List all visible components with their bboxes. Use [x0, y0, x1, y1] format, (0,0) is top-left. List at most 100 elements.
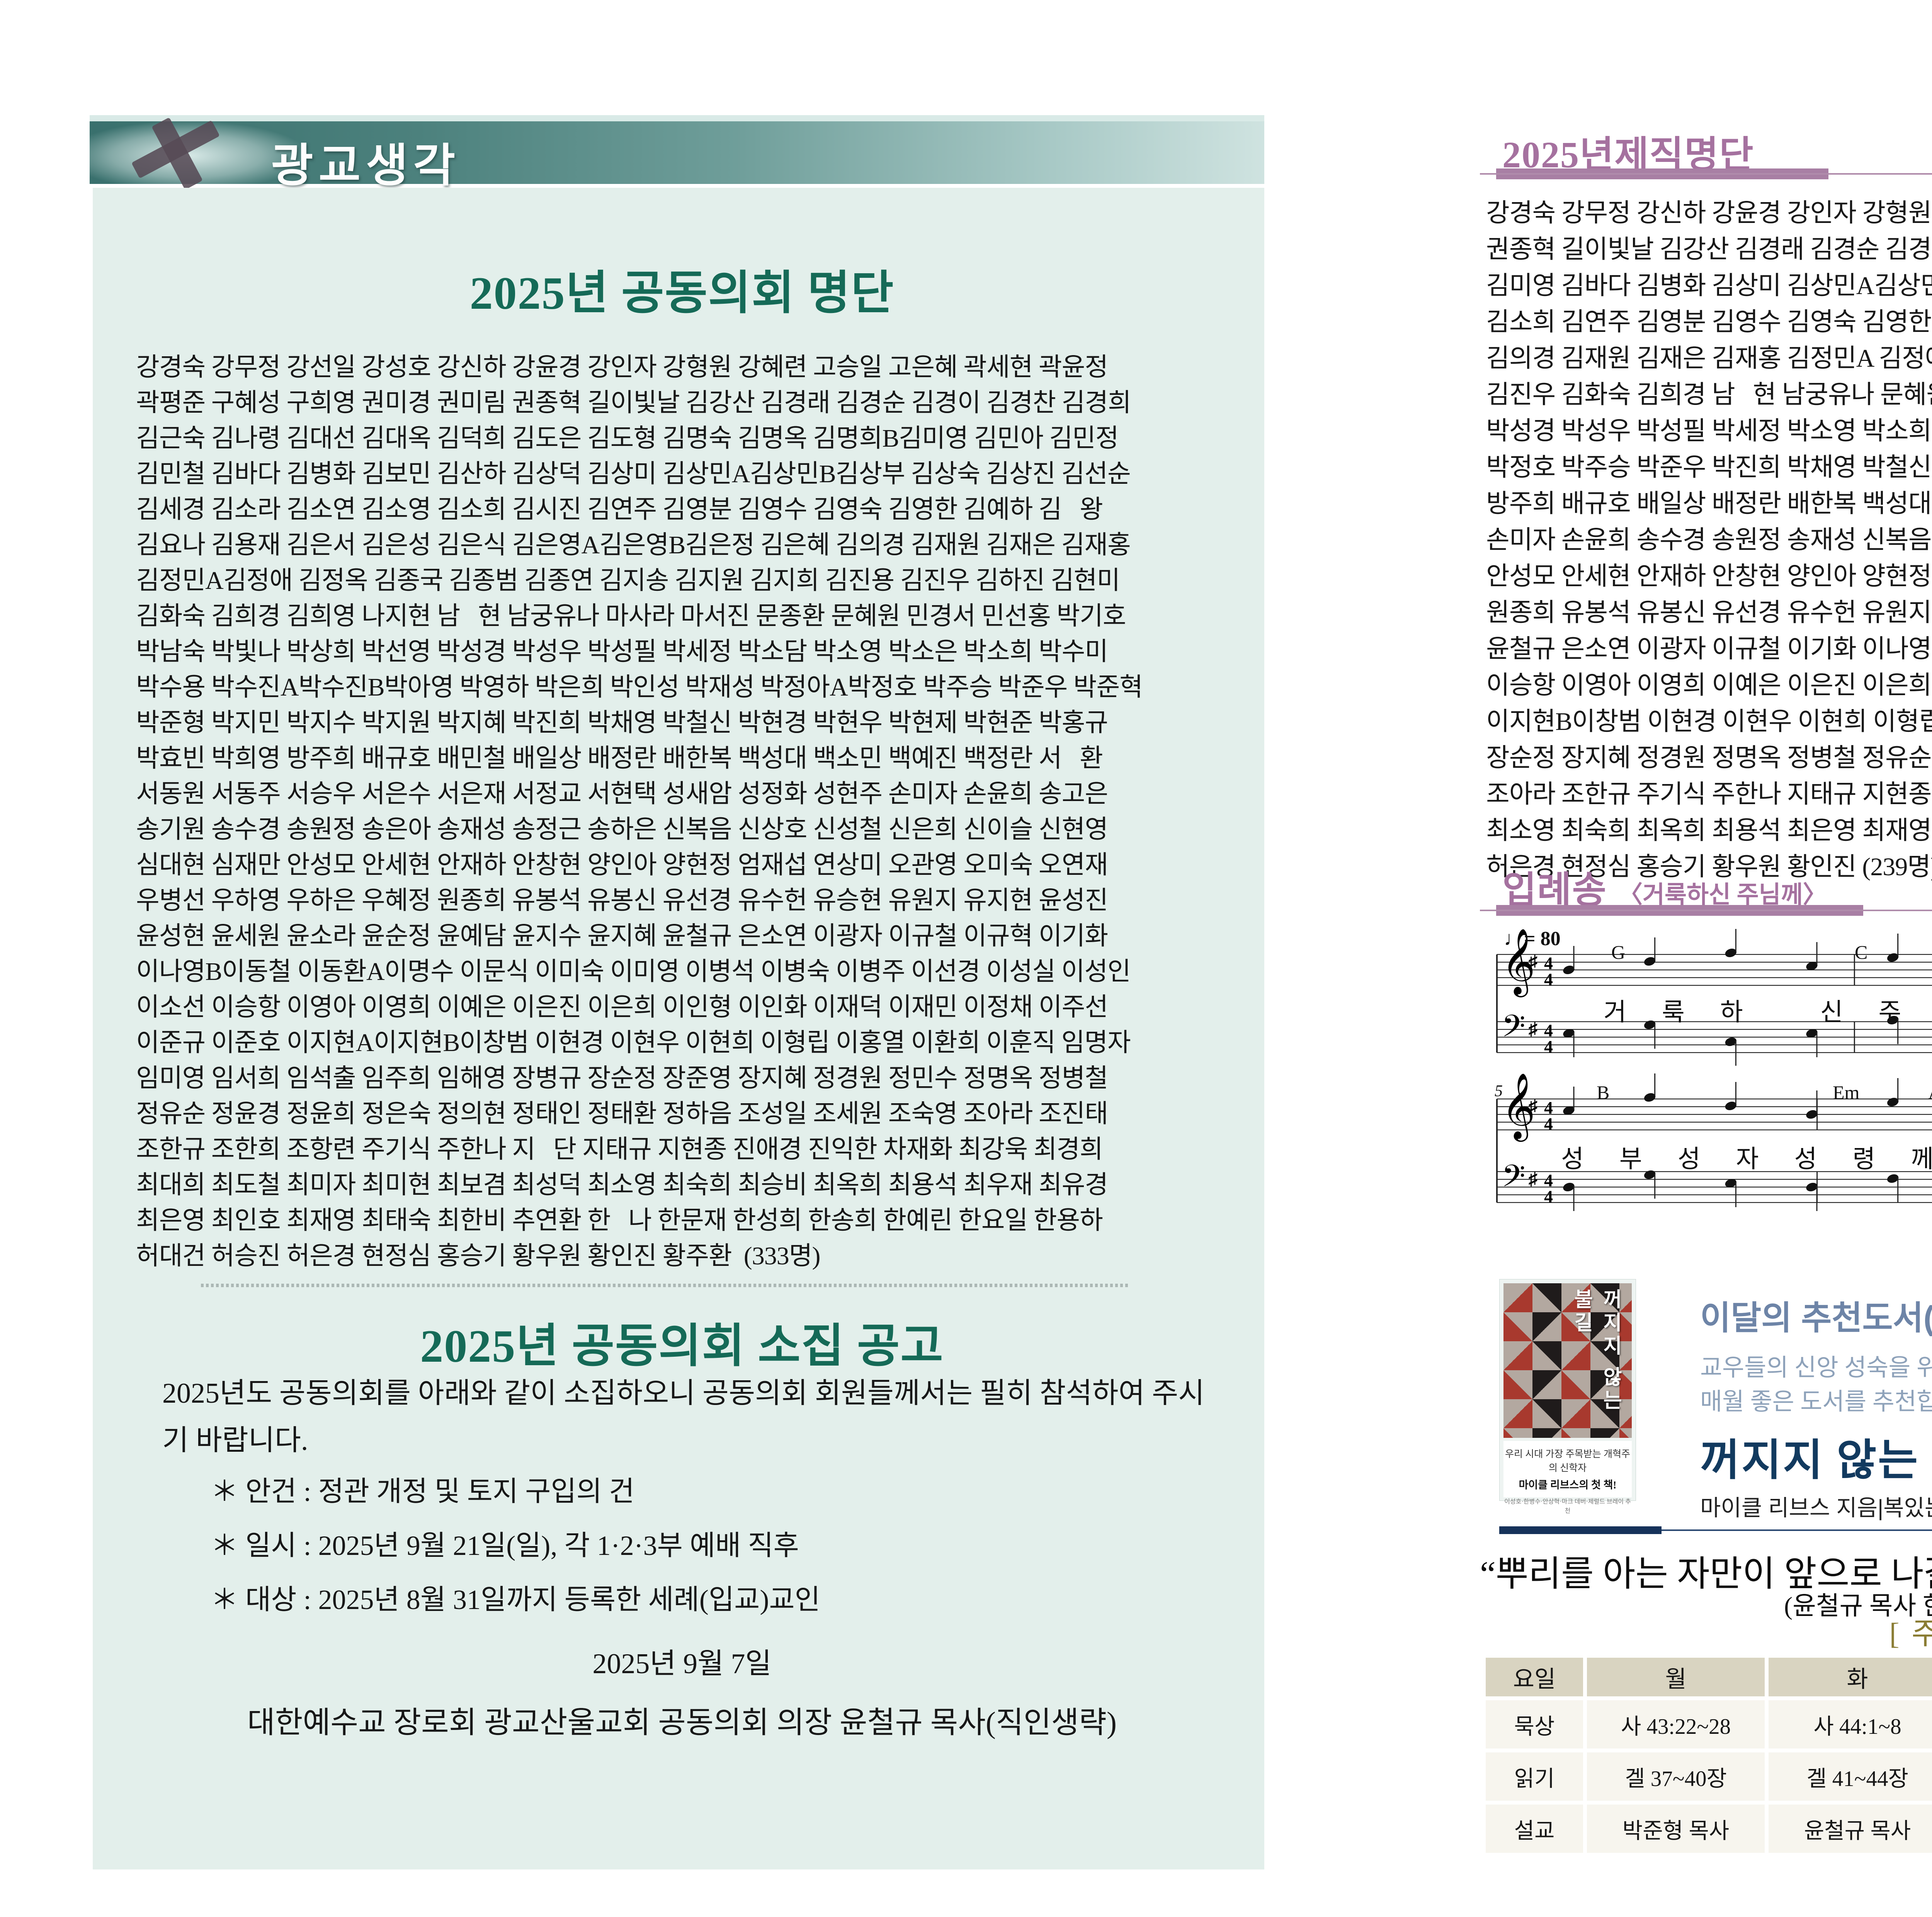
member-line: 이준규 이준호 이지현A이지현B이창범 이현경 이현우 이현희 이형립 이홍열 …: [136, 1029, 1131, 1057]
notice-title: 2025년 공동의회 소집 공고: [420, 1320, 944, 1372]
weekly-header-cell: 화: [1769, 1658, 1932, 1696]
book-desc-line1: 교우들의 신앙 성숙을 위해: [1700, 1355, 1932, 1381]
officer-name-list: 강경숙 강무정 강신하 강윤경 강인자 강형원 강혜련 고승일 고은혜 곽윤정 …: [1486, 195, 1932, 885]
member-line: 조한규 조한희 조항련 주기식 주한나 지 단 지태규 지현종 진애경 진익한 …: [136, 1135, 1103, 1163]
roster-line: 김소희 김연주 김영분 김영수 김영숙 김영한 김 왕 김용재 김은서 김은식 …: [1486, 308, 1932, 336]
roster-line: 강경숙 강무정 강신하 강윤경 강인자 강형원 강혜련 고승일 고은혜 곽윤정 …: [1486, 199, 1932, 227]
book-author: 마이클 리브스 지음|복있는사람: [1700, 1495, 1932, 1521]
notice-item-agenda: ＊ 안건 : 정관 개정 및 토지 구입의 건: [211, 1476, 635, 1507]
member-line: 김세경 김소라 김소연 김소영 김소희 김시진 김연주 김영분 김영수 김영숙 …: [136, 495, 1103, 524]
member-line: 박남숙 박빛나 박상희 박선영 박성경 박성우 박성필 박세정 박소담 박소영 …: [136, 638, 1108, 666]
svg-text:♯: ♯: [1529, 1096, 1537, 1116]
member-line: 김화숙 김희경 김희영 나지현 남 현 남궁유나 마사라 마서진 문종환 문혜원…: [136, 602, 1126, 630]
member-line: 정유순 정윤경 정윤희 정은숙 정의현 정태인 정태환 정하음 조성일 조세원 …: [136, 1100, 1108, 1128]
book-cover-caption: 우리 시대 가장 주목받는 개혁주의 신학자 마이클 리브스의 첫 책! 이성호…: [1503, 1441, 1632, 1514]
notice-item-datetime: ＊ 일시 : 2025년 9월 21일(일), 각 1·2·3부 예배 직후: [211, 1530, 799, 1561]
measure-number: 5: [1495, 1082, 1503, 1100]
notice-date: 2025년 9월 7일: [592, 1648, 772, 1680]
roster-line: 손미자 손윤희 송수경 송원정 송재성 신복음 신상호 신성철 신은형 신이슬 …: [1486, 526, 1932, 554]
svg-text:𝄢: 𝄢: [1502, 1159, 1526, 1201]
roster-line: 김진우 김화숙 김희경 남 현 남궁유나 문혜원 민경서 민선홍 박기호 박남숙…: [1486, 381, 1932, 409]
svg-text:𝄞: 𝄞: [1502, 1073, 1535, 1142]
weekly-row-label: 읽기: [1486, 1752, 1583, 1801]
member-line: 송기원 송수경 송원정 송은아 송재성 송정근 송하은 신복음 신상호 신성철 …: [136, 815, 1108, 844]
hymn-title-rule: [1480, 910, 1932, 911]
roster-line: 박정호 박주승 박준우 박진희 박채영 박철신 박현경 박현우 박현제 박현준 …: [1486, 453, 1932, 481]
svg-text:𝄢: 𝄢: [1502, 1009, 1526, 1051]
chord-label: Em: [1833, 1082, 1860, 1103]
member-line: 임미영 임서희 임석출 임주희 임해영 장병규 장순정 장준영 장지혜 정경원 …: [136, 1064, 1108, 1092]
masthead-title: 광교생각: [271, 141, 461, 191]
roster-line: 안성모 안세현 안재하 안창현 양인아 양현정 엄재섭 연상미 오관영 오미숙 …: [1486, 562, 1932, 590]
hymn-header: 입례송 〈거룩하신 주님께〉: [1502, 860, 1827, 913]
roster-line: 이지현B이창범 이현경 이현우 이현희 이형립 이홍열 이훈직 임명자 임서희 …: [1486, 708, 1932, 736]
book-cover: 꺼지지 않는 불길 우리 시대 가장 주목받는 개혁주의 신학자 마이클 리브스…: [1499, 1279, 1636, 1514]
hymn-subtitle: 〈거룩하신 주님께〉: [1618, 882, 1827, 908]
svg-text:♯: ♯: [1529, 1019, 1537, 1039]
hymn-lyrics-line2: 성 부 성 자 성 령 께 예 배 하 나 이 다 아 멘: [1561, 1145, 1932, 1173]
svg-text:♯: ♯: [1529, 952, 1537, 971]
book-cover-title: 꺼지지 않는 불길: [1570, 1289, 1621, 1413]
weekly-table: 요일월화수목금토묵상사 43:22~28사 44:1~8사 44:9~20사44…: [1486, 1658, 1932, 1853]
member-line: 최은영 최인호 최재영 최태숙 최한비 추연환 한 나 한문재 한성희 한송희 …: [136, 1206, 1103, 1235]
svg-text:4: 4: [1544, 1114, 1553, 1134]
weekly-row-label: 설교: [1486, 1805, 1583, 1853]
weekly-cell: 박준형 목사: [1587, 1805, 1765, 1853]
weekly-cell: 윤철규 목사: [1769, 1805, 1932, 1853]
member-line: 강경숙 강무정 강선일 강성호 강신하 강윤경 강인자 강형원 강혜련 고승일 …: [136, 353, 1108, 381]
chord-label: G: [1611, 941, 1626, 963]
book-divider-rule: [1662, 1529, 1932, 1531]
roster-line: 방주희 배규호 배일상 배정란 배한복 백성대 백정란 서 환 서승우 서정교 …: [1486, 490, 1932, 518]
notice-item-target: ＊ 대상 : 2025년 8월 31일까지 등록한 세례(입교)교인: [211, 1584, 820, 1615]
svg-text:4: 4: [1544, 1037, 1553, 1056]
notice-body-line: 기 바랍니다.: [162, 1425, 308, 1456]
roster-line: 최소영 최숙희 최옥희 최용석 최은영 최재영 한문재 한성희 한송희 한요일 …: [1486, 816, 1932, 845]
member-line: 윤성현 윤세원 윤소라 윤순정 윤예담 윤지수 윤지혜 윤철규 은소연 이광자 …: [136, 922, 1108, 950]
weekly-table-title: [ 주간묵상 및 성경읽기 ]: [1889, 1617, 1932, 1650]
chord-label: A: [1928, 1081, 1932, 1104]
svg-text:4: 4: [1544, 1098, 1553, 1118]
chord-label: C: [1855, 941, 1868, 963]
roster-line: 이승항 이영아 이영희 이예은 이은진 이은희 이인형 이인화 이재덕 이정채 …: [1486, 671, 1932, 699]
hymn-lyrics-line1: 거 룩 하 신 주 님 께 경 배 찬 양 영 광 을: [1604, 998, 1916, 1026]
roster-line: 윤철규 은소연 이광자 이규철 이기화 이나영B이동철 이동환A이미숙 이병석 …: [1486, 635, 1932, 663]
book-quote-attribution: (윤철규 목사 한 줄 평): [1784, 1592, 1932, 1620]
weekly-cell: 사 43:22~28: [1587, 1700, 1765, 1749]
member-line: 허대건 허승진 허은경 현정심 홍승기 황우원 황인진 황주환 (333명): [136, 1242, 820, 1270]
roster-line: 김의경 김재원 김재은 김재홍 김정민A 김정애 김정옥 김종국 김종범 김종연…: [1486, 344, 1932, 373]
weekly-header-cell: 월: [1587, 1658, 1765, 1696]
book-section-title: 이달의 추천도서(9,10월): [1700, 1300, 1932, 1337]
roster-line: 김미영 김바다 김병화 김상미 김상민A김상민B김상부 김상숙 김상진 김선순 …: [1486, 272, 1932, 300]
member-line: 김민철 김바다 김병화 김보민 김산하 김상덕 김상미 김상민A김상민B김상부 …: [136, 460, 1131, 488]
member-line: 이소선 이승항 이영아 이영희 이예은 이은진 이은희 이인형 이인화 이재덕 …: [136, 993, 1108, 1021]
hymn-label: 입례송: [1502, 869, 1607, 911]
weekly-cell: 겔 41~44장: [1769, 1752, 1932, 1801]
book-quote: “뿌리를 아는 자만이 앞으로 나갈 수 있습니다.”: [1480, 1554, 1932, 1594]
weekly-row-label: 묵상: [1486, 1700, 1583, 1749]
svg-text:4: 4: [1544, 970, 1553, 989]
member-name-list: 강경숙 강무정 강선일 강성호 강신하 강윤경 강인자 강형원 강혜련 고승일 …: [136, 350, 1232, 1274]
weekly-header-cell: 요일: [1486, 1658, 1583, 1696]
roster-line: 허은경 현정심 홍승기 황우원 황인진 (239명): [1486, 853, 1932, 881]
roster-line: 권종혁 길이빛날 김강산 김경래 김경순 김경이 김경희 김근숙 김대선 김대옥…: [1486, 235, 1932, 264]
member-line: 김근숙 김나령 김대선 김대옥 김덕희 김도은 김도형 김명숙 김명옥 김명희B…: [136, 424, 1119, 452]
book-cover-art: 꺼지지 않는 불길: [1503, 1283, 1632, 1438]
book-divider-bar: [1499, 1526, 1662, 1534]
svg-text:4: 4: [1544, 1170, 1553, 1190]
member-line: 심대현 심재만 안성모 안세현 안재하 안창현 양인아 양현정 엄재섭 연상미 …: [136, 851, 1108, 879]
member-line: 박효빈 박희영 방주희 배규호 배민철 배일상 배정란 배한복 백성대 백소민 …: [136, 744, 1103, 772]
member-line: 서동원 서동주 서승우 서은수 서은재 서정교 서현택 성새암 성정화 성현주 …: [136, 780, 1108, 808]
notice-signature: 대한예수교 장로회 광교산울교회 공동의회 의장 윤철규 목사(직인생략): [247, 1706, 1117, 1739]
chord-label: B: [1597, 1082, 1610, 1103]
member-line: 김정민A김정애 김정옥 김종국 김종범 김종연 김지송 김지원 김지희 김진용 …: [136, 566, 1120, 595]
svg-text:𝄞: 𝄞: [1502, 929, 1535, 997]
member-line: 박수용 박수진A박수진B박아영 박영하 박은희 박인성 박재성 박정아A박정호 …: [136, 673, 1143, 701]
roster-line: 원종희 유봉석 유봉신 유선경 유수헌 유원지 유지현 윤성현 윤세원 윤소라 …: [1486, 599, 1932, 627]
member-line: 곽평준 구혜성 구희영 권미경 권미림 권종혁 길이빛날 김강산 김경래 김경순…: [136, 389, 1131, 417]
weekly-cell: 겔 37~40장: [1587, 1752, 1765, 1801]
masthead-band: 광교생각: [90, 115, 1264, 191]
roster-title-rule: [1480, 173, 1932, 175]
svg-text:4: 4: [1544, 1021, 1553, 1040]
member-line: 최대희 최도철 최미자 최미현 최보겸 최성덕 최소영 최숙희 최승비 최옥희 …: [136, 1171, 1108, 1199]
notice-body: 2025년도 공동의회를 아래와 같이 소집하오니 공동의회 회원들께서는 필히…: [162, 1370, 1221, 1464]
